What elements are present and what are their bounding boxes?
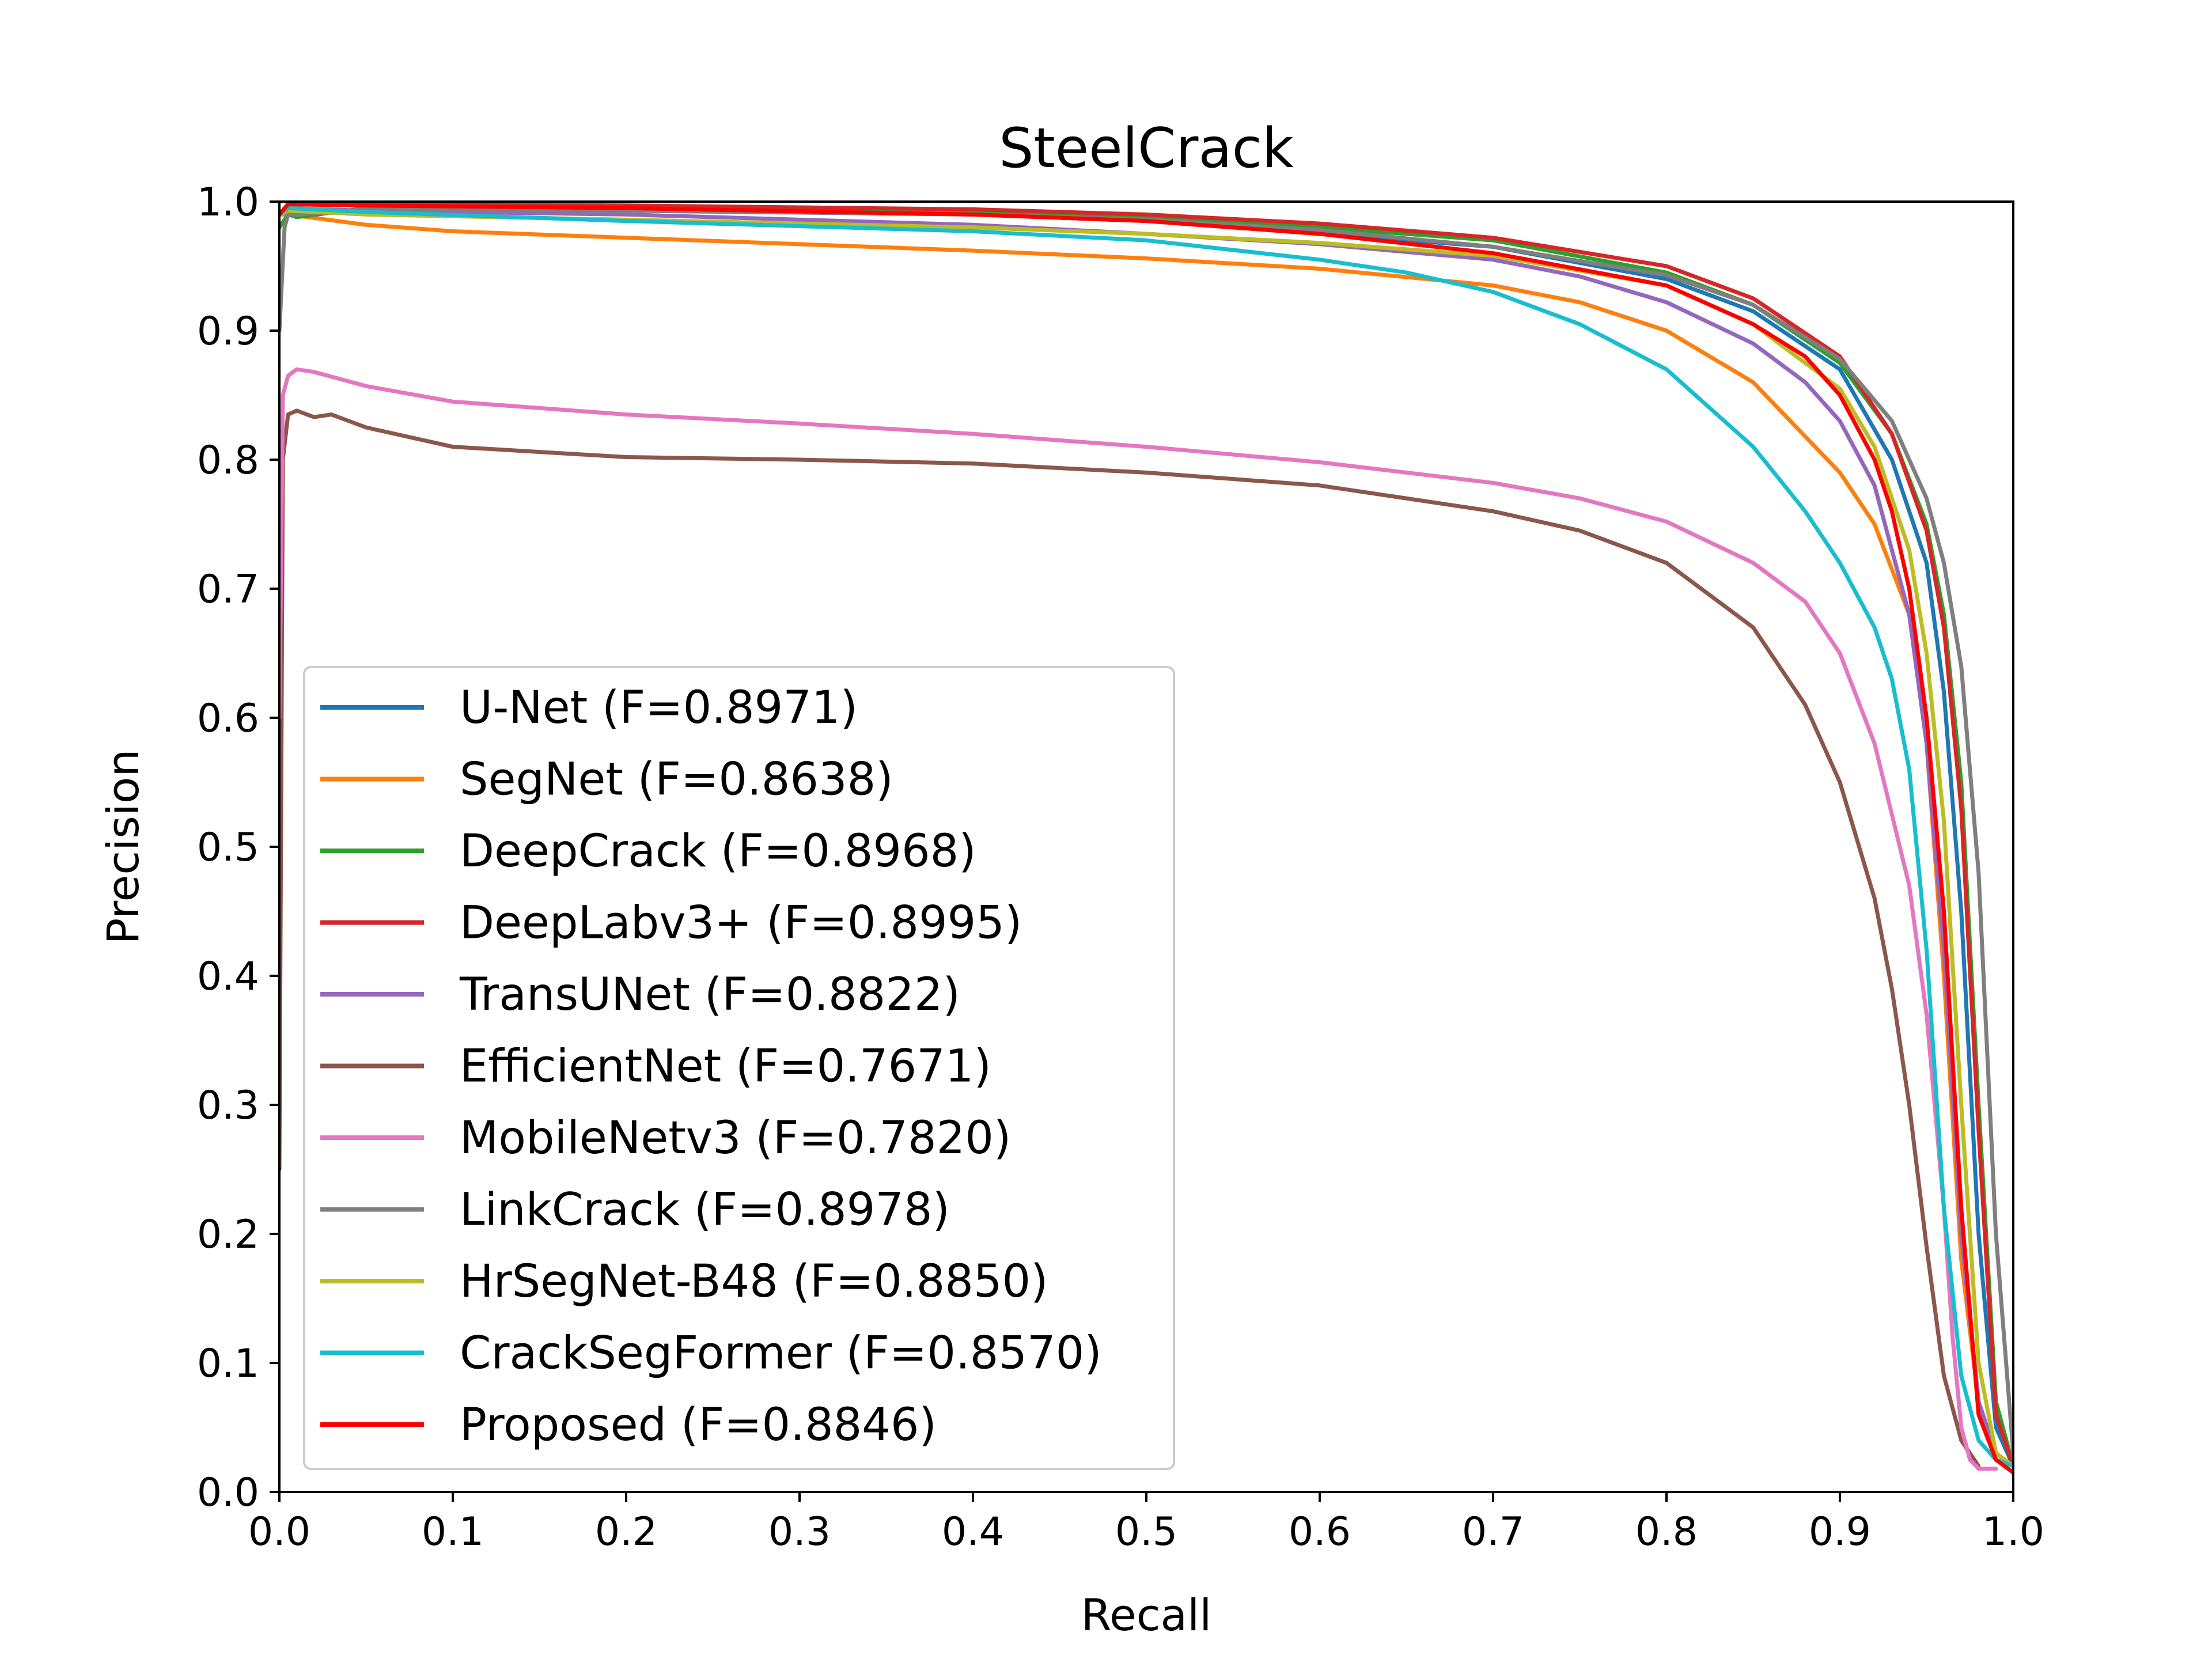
- series-line-3: [279, 202, 2013, 1468]
- x-tick-label: 0.9: [1809, 1509, 1871, 1555]
- x-tick-label: 1.0: [1982, 1509, 2044, 1555]
- legend-label: DeepLabv3+ (F=0.8995): [460, 897, 1022, 949]
- series-line-6: [279, 367, 1998, 1471]
- legend-label: Proposed (F=0.8846): [460, 1399, 937, 1451]
- y-tick-label: 0.4: [197, 954, 259, 999]
- y-tick-label: 1.0: [197, 180, 259, 225]
- legend-label: SegNet (F=0.8638): [460, 754, 893, 806]
- y-tick-label: 0.7: [197, 567, 259, 612]
- legend-label: U-Net (F=0.8971): [460, 682, 858, 734]
- legend-label: LinkCrack (F=0.8978): [460, 1184, 950, 1236]
- x-tick-label: 0.1: [422, 1509, 484, 1555]
- y-tick-label: 0.5: [197, 825, 259, 870]
- y-tick-label: 0.2: [197, 1212, 259, 1257]
- plot-frame: [278, 200, 2014, 1493]
- y-axis-label: Precision: [97, 749, 149, 944]
- series-line-9: [279, 206, 2013, 1468]
- y-tick-label: 0.9: [197, 309, 259, 354]
- chart-title: SteelCrack: [999, 117, 1294, 180]
- y-tick-label: 0.0: [197, 1470, 259, 1516]
- x-tick-label: 0.4: [942, 1509, 1004, 1555]
- x-tick-label: 0.7: [1462, 1509, 1524, 1555]
- x-tick-label: 0.0: [248, 1509, 310, 1555]
- y-tick-label: 0.3: [197, 1083, 259, 1128]
- y-tick-label: 0.8: [197, 438, 259, 483]
- legend: U-Net (F=0.8971) SegNet (F=0.8638) DeepCra…: [303, 666, 1175, 1470]
- series-line-5: [279, 408, 1981, 1468]
- x-tick-label: 0.8: [1635, 1509, 1698, 1555]
- x-tick-label: 0.3: [768, 1509, 831, 1555]
- y-tick-label: 0.6: [197, 696, 259, 741]
- legend-label: HrSegNet-B48 (F=0.8850): [460, 1256, 1048, 1308]
- legend-label: DeepCrack (F=0.8968): [460, 825, 976, 877]
- x-tick-label: 0.2: [595, 1509, 657, 1555]
- legend-label: MobileNetv3 (F=0.7820): [460, 1112, 1011, 1164]
- legend-frame: [303, 666, 1175, 1470]
- x-tick-label: 0.6: [1289, 1509, 1351, 1555]
- series-line-10: [279, 202, 2013, 1475]
- legend-label: TransUNet (F=0.8822): [459, 969, 960, 1021]
- x-tick-label: 0.5: [1115, 1509, 1177, 1555]
- y-tick-label: 0.1: [197, 1341, 259, 1387]
- legend-label: EfficientNet (F=0.7671): [460, 1041, 991, 1093]
- axis-ticks: 0.0 0.1 0.2 0.3 0.4 0.5 0.6 0.7 0.8 0.9 1.0 0.0 0.1 0…: [197, 180, 2044, 1555]
- legend-label: CrackSegFormer (F=0.8570): [460, 1328, 1102, 1380]
- x-axis-label: Recall: [1081, 1589, 1212, 1641]
